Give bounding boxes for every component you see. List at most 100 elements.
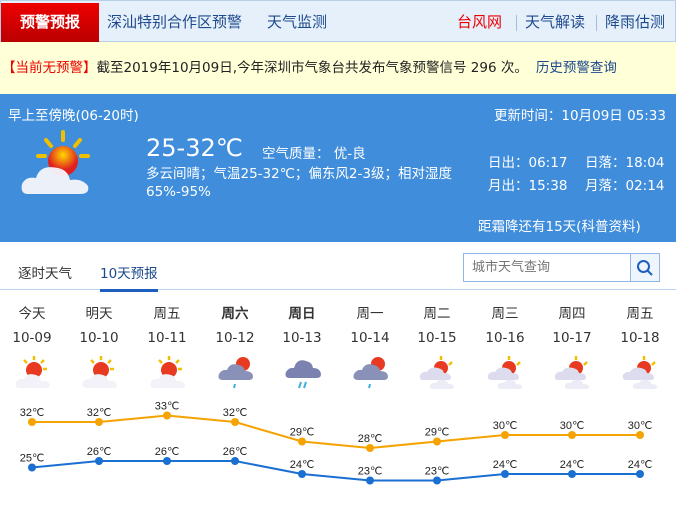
day-date: 10-15 [417, 330, 457, 346]
temp-range: 25-32℃ [146, 134, 243, 162]
high-temp-point [501, 431, 509, 439]
period: 早上至傍晚(06-20时) [8, 108, 139, 124]
low-temp-label: 26℃ [223, 446, 248, 458]
search-button[interactable] [630, 254, 659, 281]
city-search [463, 253, 660, 282]
divider [596, 15, 597, 31]
forecast-tabs: 逐时天气 10天预报 [0, 242, 676, 292]
day-date: 10-12 [215, 330, 255, 346]
day-name: 周三 [491, 306, 519, 322]
nav-typhoon[interactable]: 台风网 [457, 13, 503, 31]
high-temp-point [95, 418, 103, 426]
warning-bar: 【当前无预警】截至2019年10月09日,今年深圳市气象台共发布气象预警信号 2… [0, 42, 676, 94]
high-temp-line [32, 414, 640, 450]
day-name: 周六 [221, 306, 249, 322]
day-name: 周四 [558, 306, 586, 322]
cloud-shower-icon [218, 357, 253, 389]
high-temp-label: 32℃ [87, 407, 112, 419]
cloudy-sun-icon [487, 356, 522, 389]
sun-cloud-icon [82, 356, 117, 388]
nav-weather-analysis[interactable]: 天气解读 [525, 13, 586, 31]
day-name: 周一 [356, 306, 384, 322]
day-name: 周二 [423, 306, 451, 322]
low-temp-label: 23℃ [358, 466, 383, 478]
warning-status: 【当前无预警】 [2, 60, 97, 76]
low-temp-line [31, 460, 640, 482]
low-temp-point [163, 457, 171, 465]
partly-sunny-icon [21, 130, 90, 194]
day-name: 周五 [626, 306, 654, 322]
low-temp-point [231, 457, 239, 465]
low-temp-label: 26℃ [87, 446, 112, 458]
nav-warning-forecast[interactable]: 预警预报 [1, 3, 99, 42]
day-name: 今天 [18, 306, 46, 322]
cloudy-sun-icon [554, 356, 589, 389]
low-temp-label: 26℃ [155, 446, 180, 458]
high-temp-label: 30℃ [560, 420, 585, 432]
low-temp-point [366, 476, 374, 485]
high-temp-point [298, 437, 306, 446]
city-search-input[interactable] [464, 254, 630, 281]
history-warning-link[interactable]: 历史预警查询 [535, 60, 617, 76]
low-temp-label: 24℃ [290, 459, 315, 471]
high-temp-label: 32℃ [20, 407, 45, 419]
low-temp-label: 23℃ [425, 466, 450, 478]
cloudy-sun-icon [622, 356, 657, 389]
day-name: 周五 [153, 306, 181, 322]
day-date: 10-18 [620, 330, 660, 346]
cloudy-sun-icon [419, 356, 454, 389]
high-temp-point [568, 431, 576, 439]
moonrise: 月出：15:38 [488, 178, 568, 194]
high-temp-label: 29℃ [425, 427, 450, 439]
day-date: 10-13 [282, 330, 322, 346]
nav-weather-monitor[interactable]: 天气监测 [267, 13, 328, 31]
high-temp-label: 29℃ [290, 427, 315, 439]
day-date: 10-14 [350, 330, 390, 346]
high-temp-point [636, 431, 644, 439]
today-panel: 早上至傍晚(06-20时) 更新时间：10月09日 05:33 25-32℃ 空… [0, 94, 676, 242]
tab-10day[interactable]: 10天预报 [100, 262, 158, 292]
day-name: 明天 [85, 306, 113, 322]
low-temp-label: 24℃ [560, 459, 585, 471]
nav-shenshan-warning[interactable]: 深汕特别合作区预警 [107, 13, 243, 31]
high-temp-label: 30℃ [628, 420, 653, 432]
low-temp-label: 25℃ [20, 453, 45, 465]
high-temp-point [231, 418, 239, 426]
divider [516, 15, 517, 31]
rain-icon [285, 360, 321, 389]
high-temp-point [163, 411, 171, 420]
high-temp-label: 32℃ [223, 407, 248, 419]
low-temp-point [501, 470, 509, 478]
warning-text: 截至2019年10月09日,今年深圳市气象台共发布气象预警信号 296 次。 [96, 60, 528, 76]
day-date: 10-17 [552, 330, 592, 346]
day-date: 10-10 [79, 330, 119, 346]
low-temp-point [636, 470, 644, 478]
high-temp-point [28, 418, 36, 426]
cloud-shower-icon [353, 357, 388, 389]
high-temp-point [433, 437, 441, 446]
day-name: 周日 [288, 306, 316, 322]
sunrise: 日出：06:17 [488, 155, 568, 171]
temperature-chart: 32℃ 32℃ 33℃ 32℃ 29℃ 28℃ 29℃ 30℃ 30℃ 30℃ 25℃ 26℃ 26℃ 2… [20, 401, 653, 485]
tab-hourly[interactable]: 逐时天气 [18, 266, 72, 282]
sun-cloud-icon [150, 356, 185, 388]
low-temp-point [568, 470, 576, 478]
frost-countdown-link[interactable]: 距霜降还有15天(科普资料) [478, 219, 641, 235]
low-temp-point [95, 457, 103, 465]
low-temp-label: 24℃ [493, 459, 518, 471]
low-temp-label: 24℃ [628, 459, 653, 471]
day-date: 10-09 [12, 330, 52, 346]
high-temp-label: 30℃ [493, 420, 518, 432]
high-temp-label: 33℃ [155, 401, 180, 413]
weather-description: 多云间晴；气温25-32℃；偏东风2-3级；相对湿度65%-95% [146, 166, 452, 200]
low-temp-point [433, 476, 441, 485]
low-temp-point [28, 463, 36, 472]
update-time: 更新时间：10月09日 05:33 [493, 108, 666, 124]
high-temp-label: 28℃ [358, 433, 383, 445]
moonset: 月落：02:14 [585, 178, 665, 194]
high-temp-point [366, 444, 374, 452]
day-date: 10-16 [485, 330, 525, 346]
sun-cloud-icon [15, 356, 50, 388]
nav-rain-estimate[interactable]: 降雨估测 [605, 13, 666, 31]
day-date: 10-11 [147, 330, 187, 346]
